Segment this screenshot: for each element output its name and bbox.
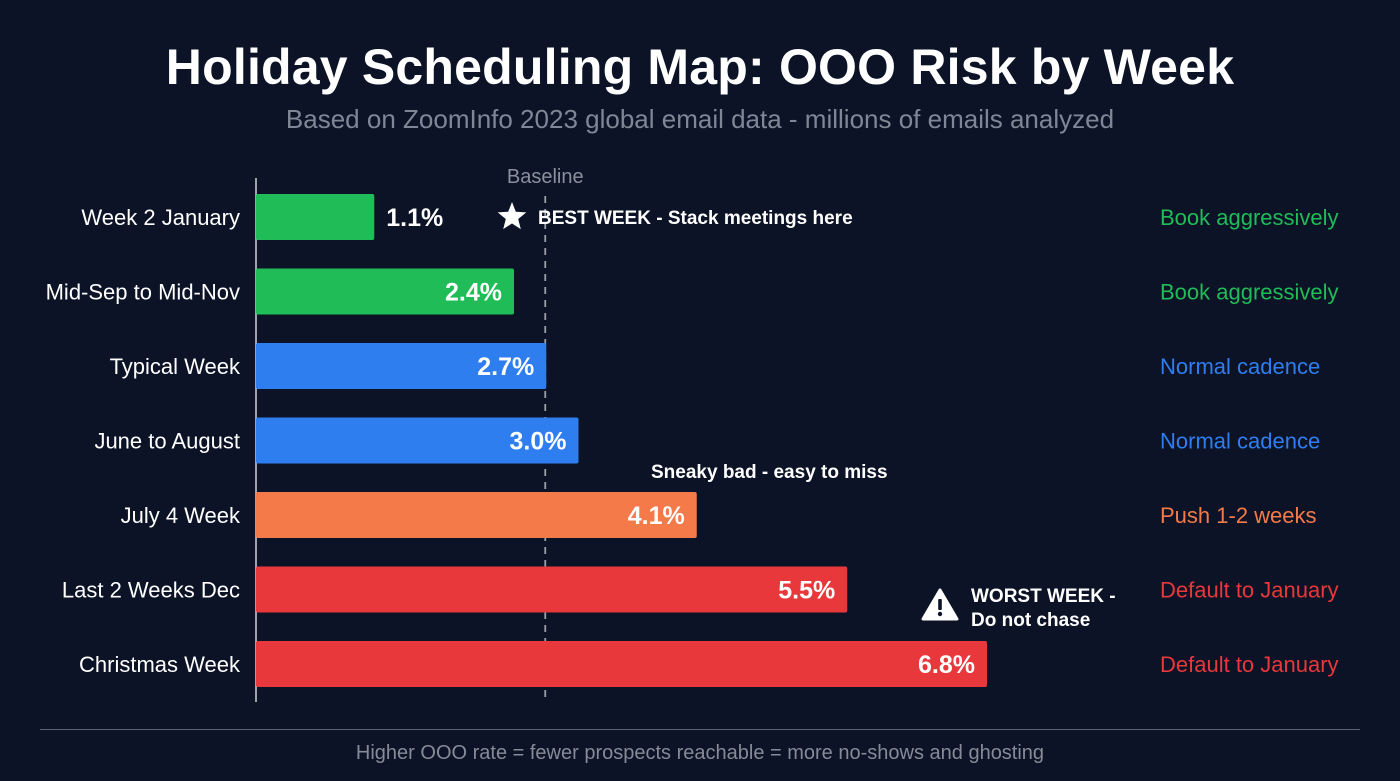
recommendation-label: Normal cadence (1160, 354, 1320, 379)
recommendation-label: Book aggressively (1160, 280, 1339, 305)
value-label: 6.8% (918, 651, 975, 679)
value-label: 2.4% (445, 279, 502, 307)
bar (256, 343, 547, 389)
footer-note: Higher OOO rate = fewer prospects reacha… (355, 742, 1045, 764)
value-label: 4.1% (628, 502, 685, 530)
star-icon (497, 202, 527, 230)
bar (256, 417, 579, 464)
recommendation-label: Default to January (1160, 652, 1339, 677)
bar (256, 194, 375, 240)
category-label: June to August (94, 429, 240, 454)
bar (256, 566, 848, 613)
warning-icon-stem (938, 599, 942, 610)
value-label: 5.5% (778, 577, 835, 605)
footer-divider (40, 729, 1360, 730)
category-label: Christmas Week (79, 652, 241, 677)
category-label: Typical Week (110, 354, 241, 379)
chart-subtitle: Based on ZoomInfo 2023 global email data… (285, 104, 1115, 134)
bar (256, 641, 987, 687)
bar (256, 268, 514, 315)
value-label: 2.7% (477, 353, 534, 381)
recommendation-label: Normal cadence (1160, 429, 1320, 454)
category-label: Mid-Sep to Mid-Nov (46, 280, 240, 305)
best-week-annotation: BEST WEEK - Stack meetings here (538, 208, 853, 229)
category-label: Last 2 Weeks Dec (62, 578, 240, 603)
baseline-label: Baseline (507, 166, 584, 188)
recommendation-label: Book aggressively (1160, 205, 1339, 230)
sneaky-bad-annotation: Sneaky bad - easy to miss (651, 462, 888, 483)
category-label: July 4 Week (121, 503, 241, 528)
recommendation-label: Default to January (1160, 578, 1339, 603)
worst-week-annotation-line2: Do not chase (971, 610, 1090, 631)
warning-icon-dot (937, 611, 943, 617)
bar (256, 492, 697, 538)
recommendation-label: Push 1-2 weeks (1160, 503, 1317, 528)
value-label: 3.0% (510, 428, 567, 456)
value-label: 1.1% (386, 204, 443, 232)
chart-title: Holiday Scheduling Map: OOO Risk by Week (165, 39, 1235, 95)
worst-week-annotation-line1: WORST WEEK - (971, 586, 1116, 607)
category-label: Week 2 January (81, 205, 240, 230)
